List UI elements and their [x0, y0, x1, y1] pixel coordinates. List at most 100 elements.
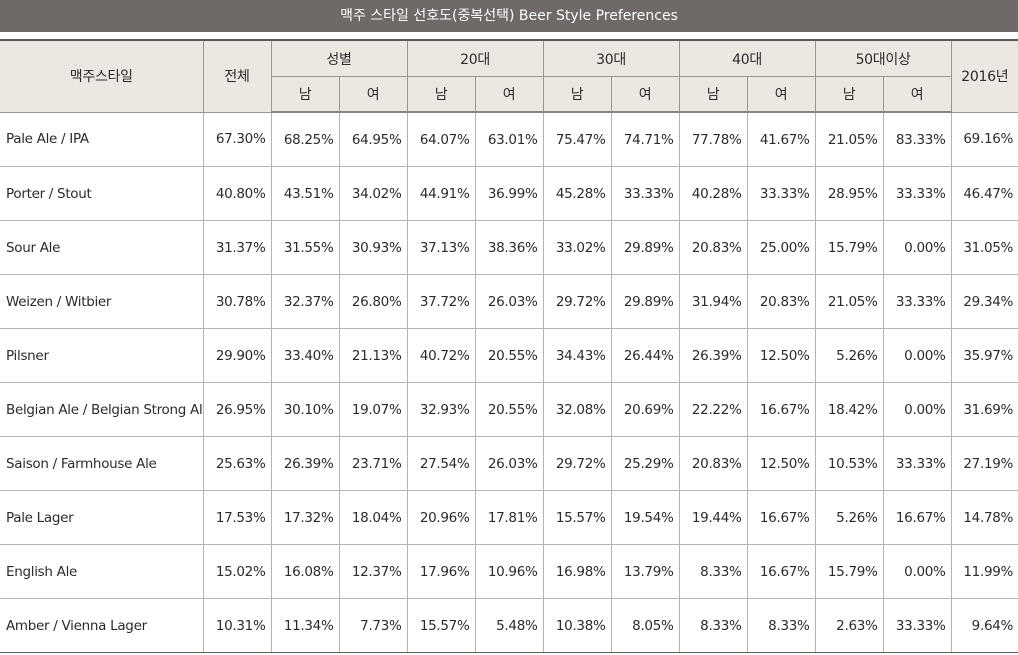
value-cell: 31.94% [678, 274, 748, 329]
value-cell: 12.50% [746, 328, 816, 383]
beer-style-name: Pale Lager [0, 490, 204, 545]
value-cell: 5.48% [474, 598, 544, 653]
value-cell: 18.04% [338, 490, 408, 545]
value-cell: 25.29% [610, 436, 680, 491]
beer-style-name: English Ale [0, 544, 204, 599]
table-title: 맥주 스타일 선호도(중복선택) Beer Style Preferences [0, 0, 1018, 32]
value-cell: 43.51% [270, 166, 340, 221]
value-cell: 33.33% [882, 274, 952, 329]
value-cell: 63.01% [474, 111, 544, 167]
header-female: 여 [882, 76, 952, 113]
table-row: Weizen / Witbier 30.78% 32.37% 26.80% 37.72%… [0, 274, 1018, 329]
value-cell: 12.50% [746, 436, 816, 491]
value-cell: 16.67% [882, 490, 952, 545]
table-row: Saison / Farmhouse Ale 25.63% 26.39% 23.71%… [0, 436, 1018, 491]
value-cell: 15.02% [202, 544, 272, 599]
value-cell: 32.08% [542, 382, 612, 437]
value-cell: 17.53% [202, 490, 272, 545]
header-age-30s: 30대 [542, 39, 680, 77]
beer-style-name: Weizen / Witbier [0, 274, 204, 329]
value-cell: 10.38% [542, 598, 612, 653]
value-cell: 33.33% [746, 166, 816, 221]
value-cell: 11.34% [270, 598, 340, 653]
value-cell: 31.55% [270, 220, 340, 275]
value-cell: 8.33% [746, 598, 816, 653]
value-cell: 0.00% [882, 544, 952, 599]
value-cell: 16.67% [746, 382, 816, 437]
header-2016: 2016년 [950, 39, 1018, 113]
value-cell: 33.33% [882, 436, 952, 491]
beer-style-name: Porter / Stout [0, 166, 204, 221]
header-male: 남 [814, 76, 884, 113]
value-cell: 64.95% [338, 111, 408, 167]
value-cell: 77.78% [678, 111, 748, 167]
value-cell: 2.63% [814, 598, 884, 653]
value-cell: 30.10% [270, 382, 340, 437]
beer-style-name: Amber / Vienna Lager [0, 598, 204, 653]
value-cell: 9.64% [950, 598, 1018, 653]
value-cell: 26.39% [678, 328, 748, 383]
value-cell: 21.13% [338, 328, 408, 383]
value-cell: 8.33% [678, 544, 748, 599]
value-cell: 8.05% [610, 598, 680, 653]
header-style: 맥주스타일 [0, 39, 204, 113]
value-cell: 21.05% [814, 274, 884, 329]
header-female: 여 [746, 76, 816, 113]
value-cell: 31.69% [950, 382, 1018, 437]
value-cell: 46.47% [950, 166, 1018, 221]
table-row: Pilsner 29.90% 33.40% 21.13% 40.72% 20.55% 34.… [0, 328, 1018, 383]
table-row: Sour Ale 31.37% 31.55% 30.93% 37.13% 38.36% 33… [0, 220, 1018, 275]
header-age-40s: 40대 [678, 39, 816, 77]
value-cell: 20.83% [678, 436, 748, 491]
value-cell: 17.32% [270, 490, 340, 545]
beer-style-name: Sour Ale [0, 220, 204, 275]
value-cell: 67.30% [202, 111, 272, 167]
value-cell: 40.28% [678, 166, 748, 221]
header-male: 남 [406, 76, 476, 113]
header-age-20s: 20대 [406, 39, 544, 77]
value-cell: 38.36% [474, 220, 544, 275]
beer-style-name: Pilsner [0, 328, 204, 383]
value-cell: 0.00% [882, 382, 952, 437]
value-cell: 29.89% [610, 220, 680, 275]
value-cell: 10.53% [814, 436, 884, 491]
value-cell: 29.89% [610, 274, 680, 329]
value-cell: 21.05% [814, 111, 884, 167]
table-row: Porter / Stout 40.80% 43.51% 34.02% 44.91% 36… [0, 166, 1018, 221]
value-cell: 25.00% [746, 220, 816, 275]
value-cell: 15.57% [542, 490, 612, 545]
value-cell: 33.33% [882, 166, 952, 221]
value-cell: 0.00% [882, 220, 952, 275]
value-cell: 20.96% [406, 490, 476, 545]
value-cell: 26.95% [202, 382, 272, 437]
value-cell: 32.93% [406, 382, 476, 437]
header-age-50plus: 50대이상 [814, 39, 952, 77]
value-cell: 18.42% [814, 382, 884, 437]
value-cell: 8.33% [678, 598, 748, 653]
value-cell: 15.79% [814, 220, 884, 275]
value-cell: 15.57% [406, 598, 476, 653]
value-cell: 11.99% [950, 544, 1018, 599]
value-cell: 33.02% [542, 220, 612, 275]
value-cell: 36.99% [474, 166, 544, 221]
table-row: Pale Ale / IPA 67.30% 68.25% 64.95% 64.07% 63… [0, 111, 1018, 167]
value-cell: 14.78% [950, 490, 1018, 545]
table-row: English Ale 15.02% 16.08% 12.37% 17.96% 10.96… [0, 544, 1018, 599]
value-cell: 37.13% [406, 220, 476, 275]
value-cell: 16.67% [746, 490, 816, 545]
value-cell: 41.67% [746, 111, 816, 167]
value-cell: 33.33% [610, 166, 680, 221]
header-male: 남 [542, 76, 612, 113]
value-cell: 20.55% [474, 382, 544, 437]
value-cell: 7.73% [338, 598, 408, 653]
value-cell: 19.07% [338, 382, 408, 437]
header-female: 여 [474, 76, 544, 113]
value-cell: 17.96% [406, 544, 476, 599]
value-cell: 20.83% [746, 274, 816, 329]
value-cell: 22.22% [678, 382, 748, 437]
value-cell: 16.98% [542, 544, 612, 599]
value-cell: 5.26% [814, 328, 884, 383]
value-cell: 34.43% [542, 328, 612, 383]
value-cell: 26.03% [474, 274, 544, 329]
value-cell: 75.47% [542, 111, 612, 167]
